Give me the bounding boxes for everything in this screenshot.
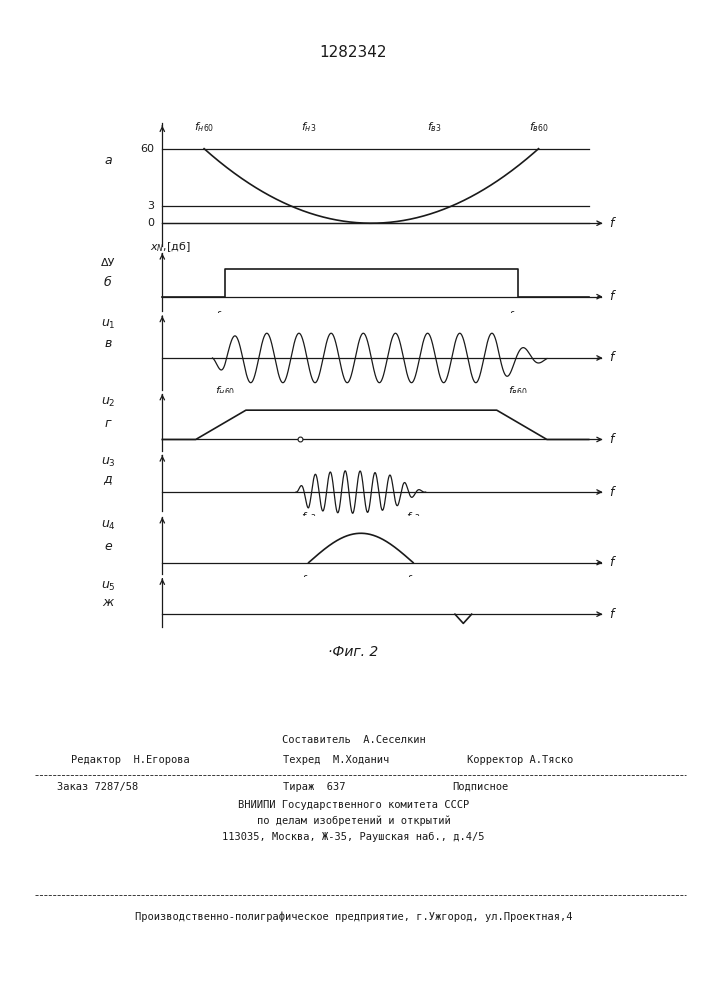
Text: $u_3$: $u_3$: [100, 456, 115, 469]
Text: f: f: [609, 608, 614, 621]
Text: f: f: [609, 433, 614, 446]
Text: f: f: [609, 351, 614, 364]
Text: f: f: [609, 217, 614, 230]
Text: г: г: [105, 417, 111, 430]
Text: д: д: [104, 472, 112, 485]
Text: 0: 0: [147, 218, 154, 228]
Text: $u_4$: $u_4$: [100, 519, 115, 532]
Text: Составитель  А.Сеселкин: Составитель А.Сеселкин: [281, 735, 426, 745]
Text: ВНИИПИ Государственного комитета СССР: ВНИИПИ Государственного комитета СССР: [238, 800, 469, 810]
Text: f: f: [609, 556, 614, 569]
Text: $f_{в60}$: $f_{в60}$: [529, 121, 549, 134]
Text: $f_{н3}$: $f_{н3}$: [301, 573, 316, 587]
Text: $f_{н60}$: $f_{н60}$: [194, 121, 214, 134]
Text: 113035, Москва, Ж-35, Раушская наб., д.4/5: 113035, Москва, Ж-35, Раушская наб., д.4…: [222, 832, 485, 842]
Text: $x_N$,[дб]: $x_N$,[дб]: [150, 240, 191, 254]
Text: $f_{в3}$: $f_{в3}$: [406, 573, 421, 587]
Text: $f_{в60}$: $f_{в60}$: [508, 309, 527, 323]
Text: Заказ 7287/58: Заказ 7287/58: [57, 782, 138, 792]
Text: Подписное: Подписное: [452, 782, 509, 792]
Text: Производственно-полиграфическое предприятие, г.Ужгород, ул.Проектная,4: Производственно-полиграфическое предприя…: [135, 912, 572, 922]
Text: в: в: [104, 337, 112, 350]
Text: Тираж  637: Тираж 637: [283, 782, 345, 792]
Text: $u_1$: $u_1$: [100, 318, 115, 331]
Text: б: б: [104, 276, 112, 289]
Text: Редактор  Н.Егорова: Редактор Н.Егорова: [71, 755, 189, 765]
Text: Техред  М.Ходанич: Техред М.Ходанич: [283, 755, 389, 765]
Text: $f_{н60}$: $f_{н60}$: [215, 309, 235, 323]
Text: ж: ж: [103, 596, 114, 609]
Text: $f_{в60}$: $f_{в60}$: [508, 384, 527, 398]
Text: $u_5$: $u_5$: [100, 580, 115, 593]
Text: е: е: [104, 540, 112, 553]
Text: 3: 3: [147, 201, 154, 211]
Text: а: а: [104, 154, 112, 167]
Text: $f_{в3}$: $f_{в3}$: [406, 510, 421, 524]
Text: Корректор А.Тяско: Корректор А.Тяско: [467, 755, 573, 765]
Text: ΔУ: ΔУ: [101, 258, 115, 268]
Text: 60: 60: [140, 144, 154, 154]
Text: ·Фиг. 2: ·Фиг. 2: [328, 645, 379, 659]
Text: $f_{н60}$: $f_{н60}$: [215, 384, 235, 398]
Text: $f_{в3}$: $f_{в3}$: [426, 121, 441, 134]
Text: f: f: [609, 486, 614, 499]
Text: $u_2$: $u_2$: [100, 396, 115, 409]
Text: 1282342: 1282342: [320, 45, 387, 60]
Text: по делам изобретений и открытий: по делам изобретений и открытий: [257, 816, 450, 826]
Text: $f_{н3}$: $f_{н3}$: [301, 121, 316, 134]
Text: $f_{н3}$: $f_{н3}$: [301, 510, 316, 524]
Text: f: f: [609, 290, 614, 303]
